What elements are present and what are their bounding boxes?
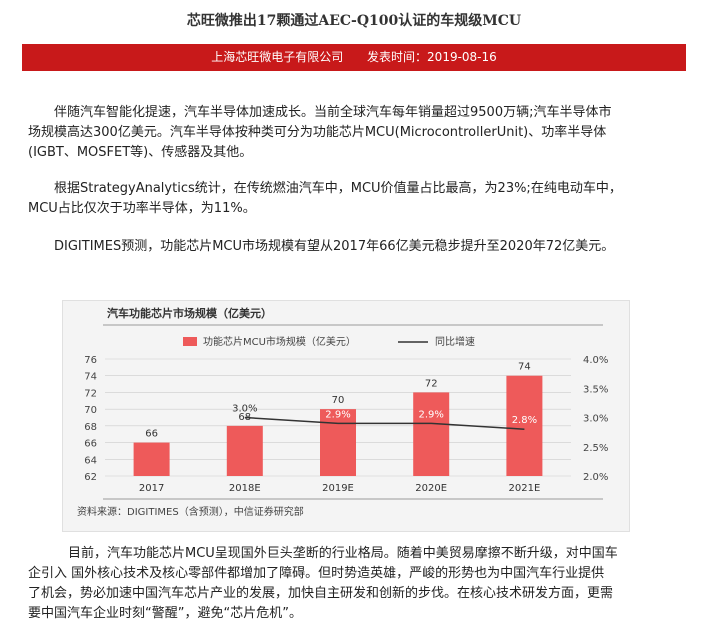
y-left-tick-4: 70 — [84, 405, 97, 416]
x-axis-labels: 2017 2018E 2019E 2020E 2021E — [139, 483, 540, 494]
publisher-name: 上海芯旺微电子有限公司 — [211, 50, 344, 64]
chart-source: 资料来源：DIGITIMES（含预测），中信证券研究部 — [77, 505, 304, 518]
p4-line1: 目前，汽车功能芯片MCU呈现国外巨头垄断的行业格局。随着中美贸易摩擦不断升级，对… — [68, 546, 618, 561]
chart-legend: 功能芯片MCU市场规模（亿美元） 同比增速 — [183, 335, 475, 348]
p2-line1: 根据StrategyAnalytics统计，在传统燃油汽车中，MCU价值量占比最… — [54, 181, 622, 196]
x-tick-2017: 2017 — [139, 483, 164, 494]
p1-line2: 场规模高达300亿美元。汽车半导体按种类可分为功能芯片MCU(Microcont… — [28, 125, 607, 140]
publish-time: 发表时间：2019-08-16 — [367, 50, 497, 64]
bar-2020E — [413, 392, 450, 476]
market-size-chart: 汽车功能芯片市场规模（亿美元） 功能芯片MCU市场规模（亿美元） 同比增速 62… — [77, 306, 608, 518]
bar-label-2020E: 72 — [425, 378, 438, 389]
line-label-2018E: 3.0% — [232, 404, 257, 415]
line-label-2021E: 2.8% — [512, 415, 537, 426]
bar-series — [133, 375, 543, 476]
y-right-tick-4: 4.0% — [583, 355, 608, 366]
paragraph-2: 根据StrategyAnalytics统计，在传统燃油汽车中，MCU价值量占比最… — [28, 179, 692, 219]
legend-bar-label: 功能芯片MCU市场规模（亿美元） — [203, 335, 356, 348]
paragraph-3: DIGITIMES预测，功能芯片MCU市场规模有望从2017年66亿美元稳步提升… — [28, 237, 692, 257]
paragraph-1: 伴随汽车智能化提速，汽车半导体加速成长。当前全球汽车每年销量超过9500万辆;汽… — [28, 103, 692, 163]
y-left-tick-0: 62 — [84, 472, 97, 483]
y-right-tick-1: 2.5% — [583, 443, 608, 454]
publish-date: 2019-08-16 — [427, 50, 497, 64]
growth-line — [244, 416, 525, 430]
p3-line1: DIGITIMES预测，功能芯片MCU市场规模有望从2017年66亿美元稳步提升… — [54, 239, 615, 254]
line-label-2019E: 2.9% — [325, 409, 350, 420]
p1-line1: 伴随汽车智能化提速，汽车半导体加速成长。当前全球汽车每年销量超过9500万辆;汽… — [54, 105, 612, 120]
bar-label-2021E: 74 — [518, 362, 531, 373]
y-right-tick-0: 2.0% — [583, 472, 608, 483]
legend-bar-swatch — [183, 337, 197, 346]
article-title: 芯旺微推出17颗通过AEC-Q100认证的车规级MCU — [186, 13, 522, 29]
y-left-tick-3: 68 — [84, 422, 97, 433]
bar-2021E — [506, 375, 543, 476]
bar-label-2018E: 68 — [238, 412, 251, 423]
y-right-tick-3: 3.5% — [583, 384, 608, 395]
publish-label: 发表时间： — [367, 50, 428, 64]
p1-line3: (IGBT、MOSFET等)、传感器及其他。 — [28, 145, 253, 160]
chart-title: 汽车功能芯片市场规模（亿美元） — [107, 306, 272, 320]
chart-container: 汽车功能芯片市场规模（亿美元） 功能芯片MCU市场规模（亿美元） 同比增速 62… — [62, 300, 630, 532]
bar-labels: 66 68 70 72 74 — [145, 362, 531, 440]
y-left-tick-7: 76 — [84, 355, 97, 366]
x-tick-2021E: 2021E — [509, 483, 541, 494]
line-label-2020E: 2.9% — [418, 409, 443, 420]
bar-2017 — [133, 442, 170, 476]
bar-label-2017: 66 — [145, 429, 158, 440]
p4-line4: 要中国汽车企业时刻“警醒”，避免“芯片危机”。 — [28, 606, 302, 621]
paragraph-4: 目前，汽车功能芯片MCU呈现国外巨头垄断的行业格局。随着中美贸易摩擦不断升级，对… — [28, 544, 692, 624]
y-left-tick-1: 64 — [84, 455, 97, 466]
bar-2019E — [320, 409, 356, 476]
y-left-tick-2: 66 — [84, 439, 97, 450]
p2-line2: MCU占比仅次于功率半导体，为11%。 — [28, 201, 256, 216]
x-tick-2020E: 2020E — [415, 483, 447, 494]
p4-line2: 企引入 国外核心技术及核心零部件都增加了障碍。但时势造英雄，严峻的形势也为中国汽… — [28, 566, 605, 581]
article-meta-bar: 上海芯旺微电子有限公司 发表时间：2019-08-16 — [22, 44, 686, 71]
x-tick-2018E: 2018E — [229, 483, 261, 494]
y-right-tick-2: 3.0% — [583, 414, 608, 425]
y-left-tick-6: 74 — [84, 372, 97, 383]
legend-line-label: 同比增速 — [435, 335, 475, 348]
bar-2018E — [226, 425, 263, 476]
y-axis-right: 2.0% 2.5% 3.0% 3.5% 4.0% — [583, 355, 608, 483]
growth-line-series: 3.0% 2.9% 2.9% 2.8% — [232, 404, 537, 430]
bar-label-2019E: 70 — [332, 395, 345, 406]
y-left-tick-5: 72 — [84, 388, 97, 399]
x-tick-2019E: 2019E — [322, 483, 354, 494]
p4-line3: 了机会，势必加速中国汽车芯片产业的发展，加快自主研发和创新的步伐。在核心技术研发… — [28, 586, 614, 601]
